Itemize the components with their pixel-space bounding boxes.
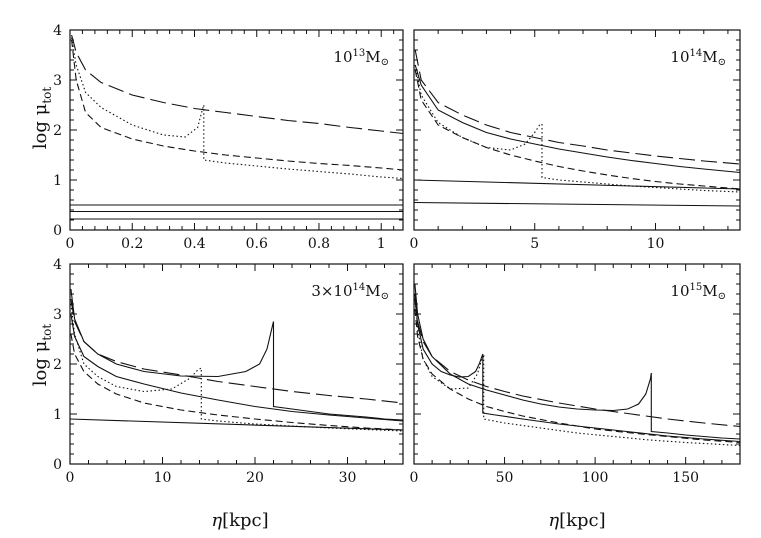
series-long-dash	[414, 298, 740, 428]
x-tick-label: 100	[582, 470, 609, 486]
series-dotted	[414, 64, 740, 193]
plot-frame	[413, 263, 741, 465]
y-tick-label: 4	[53, 23, 62, 39]
y-axis-label-top-main: log μ	[30, 103, 51, 149]
y-tick-label: 1	[53, 407, 62, 423]
series-dotted	[70, 303, 403, 432]
x-tick-label: 50	[496, 470, 514, 486]
x-tick-label: 0.2	[121, 236, 143, 252]
x-axis-label-right: η[kpc]	[548, 510, 605, 531]
x-axis-label-left-unit: [kpc]	[222, 510, 269, 531]
x-tick-label: 0	[410, 236, 419, 252]
mass-label: 1014M⊙	[670, 48, 726, 68]
plot-frame	[69, 263, 404, 465]
series-solid-flat-lower	[414, 201, 740, 207]
y-axis-label-top: log μtot	[30, 87, 54, 150]
y-tick-label: 4	[53, 257, 62, 273]
plot-frame	[69, 29, 404, 231]
x-tick-label: 10	[154, 470, 172, 486]
series-short-dash	[70, 333, 403, 431]
x-tick-label: 20	[246, 470, 264, 486]
x-tick-label: 10	[647, 236, 665, 252]
series-solid-spike-far	[414, 283, 740, 440]
x-axis-label-left-main: η	[211, 510, 222, 531]
series-solid-spike	[70, 288, 403, 421]
x-tick-label: 0.6	[246, 236, 268, 252]
series-long-dash	[70, 298, 403, 404]
panel-3x10e14: 0 10 20 30 0 1 2 3 4 3×1014M⊙	[53, 257, 404, 486]
y-tick-label: 3	[53, 307, 62, 323]
y-axis-label-bottom-main: log μ	[30, 340, 51, 386]
y-tick-label: 2	[53, 357, 62, 373]
y-tick-label: 3	[53, 73, 62, 89]
x-tick-label: 0	[66, 470, 75, 486]
x-axis-label-right-unit: [kpc]	[559, 510, 606, 531]
series-solid-flat	[70, 418, 403, 431]
series-solid-mid	[70, 313, 403, 422]
y-axis-label-top-sub: tot	[40, 87, 54, 104]
series-short-dash	[414, 308, 740, 444]
series-solid-top	[414, 64, 740, 174]
series-long-dash	[414, 49, 740, 165]
panel-10e13: 0 0.2 0.4 0.6 0.8 1 0 1 2 3 4 1013M⊙	[53, 23, 404, 252]
x-tick-label: 5	[530, 236, 539, 252]
series-dotted	[414, 293, 740, 447]
y-axis-label-bottom: log μtot	[30, 324, 54, 387]
x-tick-label: 150	[672, 470, 699, 486]
x-tick-label: 0.4	[183, 236, 205, 252]
y-tick-label: 1	[53, 173, 62, 189]
series-short-dash	[414, 69, 740, 190]
y-axis-label-bottom-sub: tot	[40, 324, 54, 341]
mass-label: 1015M⊙	[670, 282, 726, 302]
x-tick-label: 0	[410, 470, 419, 486]
series-dotted	[71, 37, 403, 180]
y-tick-label: 0	[53, 223, 62, 239]
mass-label: 3×1014M⊙	[311, 282, 389, 302]
x-tick-label: 30	[339, 470, 357, 486]
series-solid-spike-near	[414, 293, 740, 443]
panel-10e15: 0 50 100 150 1015M⊙	[410, 263, 741, 486]
series-short-dash	[71, 39, 403, 171]
x-axis-label-right-main: η	[548, 510, 559, 531]
x-tick-label: 1	[377, 236, 386, 252]
panel-10e14: 0 5 10 1014M⊙	[410, 29, 741, 252]
series-solid-flat-upper	[414, 179, 740, 190]
plot-frame	[413, 29, 741, 231]
y-tick-label: 2	[53, 123, 62, 139]
x-tick-label: 0	[66, 236, 75, 252]
y-tick-label: 0	[53, 457, 62, 473]
x-axis-label-left: η[kpc]	[211, 510, 268, 531]
x-tick-label: 0.8	[308, 236, 330, 252]
mass-label: 1013M⊙	[333, 48, 389, 68]
